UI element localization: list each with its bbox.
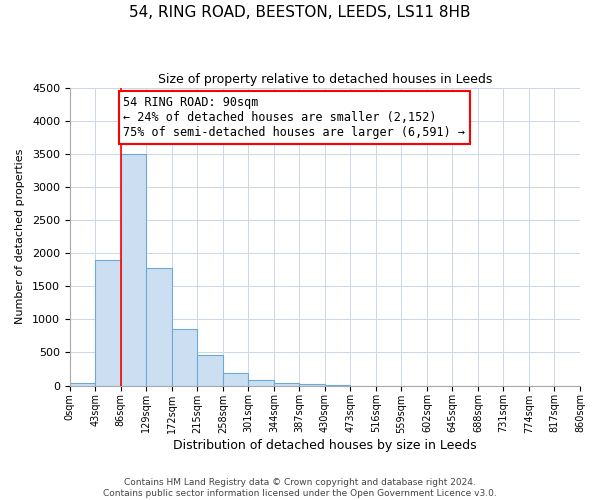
Text: 54 RING ROAD: 90sqm
← 24% of detached houses are smaller (2,152)
75% of semi-det: 54 RING ROAD: 90sqm ← 24% of detached ho… — [124, 96, 466, 139]
Bar — [274, 383, 299, 386]
Title: Size of property relative to detached houses in Leeds: Size of property relative to detached ho… — [158, 72, 492, 86]
X-axis label: Distribution of detached houses by size in Leeds: Distribution of detached houses by size … — [173, 440, 477, 452]
Bar — [172, 328, 197, 386]
Bar — [299, 384, 325, 386]
Bar — [95, 260, 121, 386]
Bar — [121, 154, 146, 386]
Bar — [146, 268, 172, 386]
Bar — [70, 383, 95, 386]
Text: 54, RING ROAD, BEESTON, LEEDS, LS11 8HB: 54, RING ROAD, BEESTON, LEEDS, LS11 8HB — [129, 5, 471, 20]
Bar — [197, 355, 223, 386]
Y-axis label: Number of detached properties: Number of detached properties — [15, 149, 25, 324]
Bar — [223, 374, 248, 386]
Bar — [248, 380, 274, 386]
Text: Contains HM Land Registry data © Crown copyright and database right 2024.
Contai: Contains HM Land Registry data © Crown c… — [103, 478, 497, 498]
